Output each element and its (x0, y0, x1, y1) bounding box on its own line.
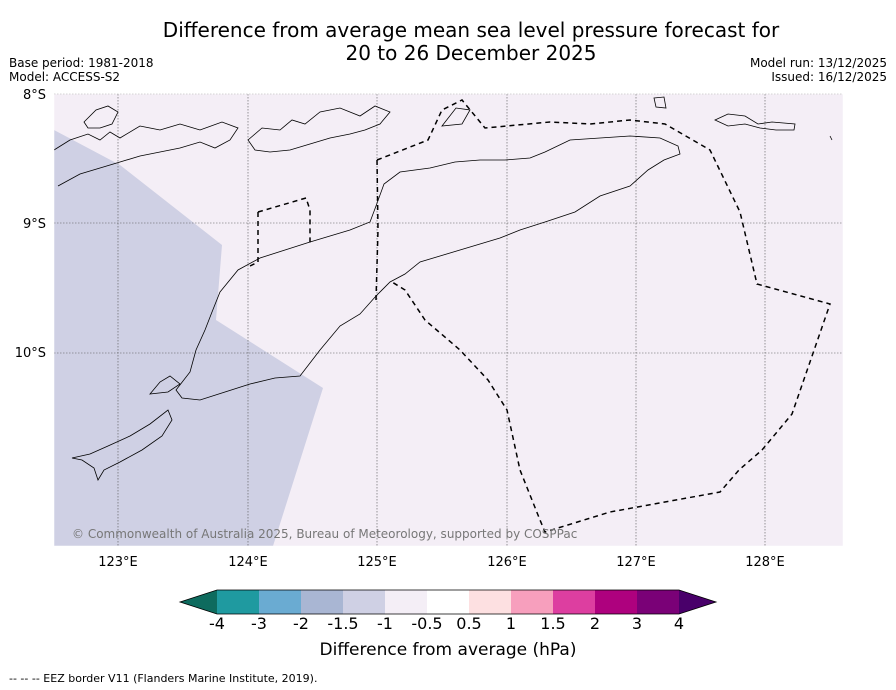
lon-label-127e: 127°E (616, 555, 656, 570)
colorbar-bin-3 (301, 590, 343, 614)
eez-border (249, 99, 831, 533)
colorbar-tick: -3 (251, 614, 267, 633)
colorbar-bin-5 (385, 590, 427, 614)
colorbar-bin-1 (217, 590, 259, 614)
colorbar-bin-2 (259, 590, 301, 614)
meta-right: Model run: 13/12/2025 Issued: 16/12/2025 (750, 56, 887, 84)
map-title: Difference from average mean sea level p… (0, 19, 896, 65)
base-period: Base period: 1981-2018 (9, 56, 154, 70)
colorbar-tick: 1 (505, 614, 517, 633)
eez-footnote: -- -- -- EEZ border V11 (Flanders Marine… (9, 672, 318, 685)
lon-label-124e: 124°E (228, 555, 268, 570)
colorbar-outline (178, 589, 718, 615)
colorbar (178, 589, 718, 615)
colorbar-bin-11 (637, 590, 679, 614)
colorbar-max-extension (679, 590, 716, 614)
meta-left: Base period: 1981-2018 Model: ACCESS-S2 (9, 56, 154, 84)
colorbar-title: Difference from average (hPa) (319, 640, 577, 660)
lon-label-125e: 125°E (357, 555, 397, 570)
colorbar-tick: -4 (209, 614, 225, 633)
anomaly-field-negative (54, 130, 323, 546)
lat-label-9s: 9°S (23, 217, 46, 232)
colorbar-tick: 0.5 (456, 614, 482, 633)
colorbar-tick: 2 (589, 614, 601, 633)
colorbar-bin-6 (427, 590, 469, 614)
lon-label-123e: 123°E (98, 555, 138, 570)
colorbar-tick: -0.5 (411, 614, 443, 633)
lat-label-8s: 8°S (23, 88, 46, 103)
coastlines (54, 96, 833, 481)
title-line-2: 20 to 26 December 2025 (345, 41, 597, 65)
title-line-1: Difference from average mean sea level p… (162, 18, 780, 42)
copyright-notice: © Commonwealth of Australia 2025, Bureau… (72, 527, 577, 541)
colorbar-bin-10 (595, 590, 637, 614)
colorbar-bin-4 (343, 590, 385, 614)
colorbar-bin-9 (553, 590, 595, 614)
colorbar-tick: -1.5 (327, 614, 359, 633)
colorbar-tick: 4 (673, 614, 685, 633)
map-frame (53, 93, 844, 547)
colorbar-min-extension (180, 590, 217, 614)
model-name: Model: ACCESS-S2 (9, 70, 121, 84)
issued-date: Issued: 16/12/2025 (771, 70, 887, 84)
lat-label-10s: 10°S (15, 346, 46, 361)
lon-label-128e: 128°E (745, 555, 785, 570)
colorbar-tick: 3 (631, 614, 643, 633)
colorbar-tick: -2 (293, 614, 309, 633)
model-run: Model run: 13/12/2025 (749, 56, 887, 70)
colorbar-tick: 1.5 (540, 614, 566, 633)
lon-label-126e: 126°E (487, 555, 527, 570)
colorbar-bin-8 (511, 590, 553, 614)
colorbar-tick: -1 (377, 614, 393, 633)
colorbar-bin-7 (469, 590, 511, 614)
